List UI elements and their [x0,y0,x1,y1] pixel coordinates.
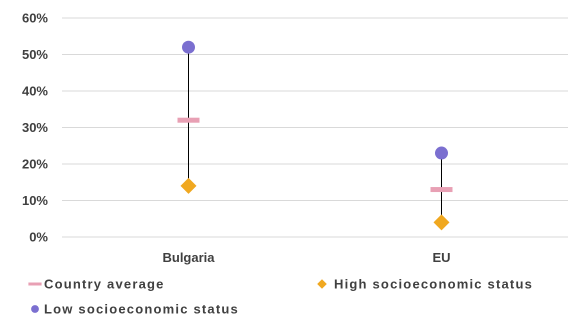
low-legend-marker [31,305,39,313]
avg-marker [430,187,453,193]
legend-item: High socioeconomic status [317,277,533,292]
y-tick-label: 50% [22,47,48,62]
avg-legend-marker [28,282,42,286]
legend-label: Country average [44,277,165,292]
high-marker [433,214,450,231]
high-marker [180,177,197,194]
avg-marker [177,117,200,123]
y-tick-label: 0% [29,230,48,245]
y-tick-label: 20% [22,157,48,172]
y-tick-label: 30% [22,120,48,135]
x-axis: Bulgaria EU [162,250,450,265]
legend-label: High socioeconomic status [334,277,533,292]
gridlines [62,17,568,238]
legend-label: Low socioeconomic status [44,302,239,317]
data-markers [177,40,453,231]
x-category-label: Bulgaria [162,250,215,265]
high-legend-marker [317,279,327,289]
low-marker [182,40,195,54]
legend: Country average High socioeconomic status… [28,277,533,317]
y-tick-label: 60% [22,11,48,26]
y-tick-label: 10% [22,193,48,208]
legend-item: Country average [28,277,165,292]
legend-item: Low socioeconomic status [31,302,239,317]
connectors [188,47,442,223]
low-marker [435,146,448,160]
y-axis: 0% 10% 20% 30% 40% 50% 60% [22,11,48,245]
x-category-label: EU [432,250,450,265]
y-tick-label: 40% [22,84,48,99]
